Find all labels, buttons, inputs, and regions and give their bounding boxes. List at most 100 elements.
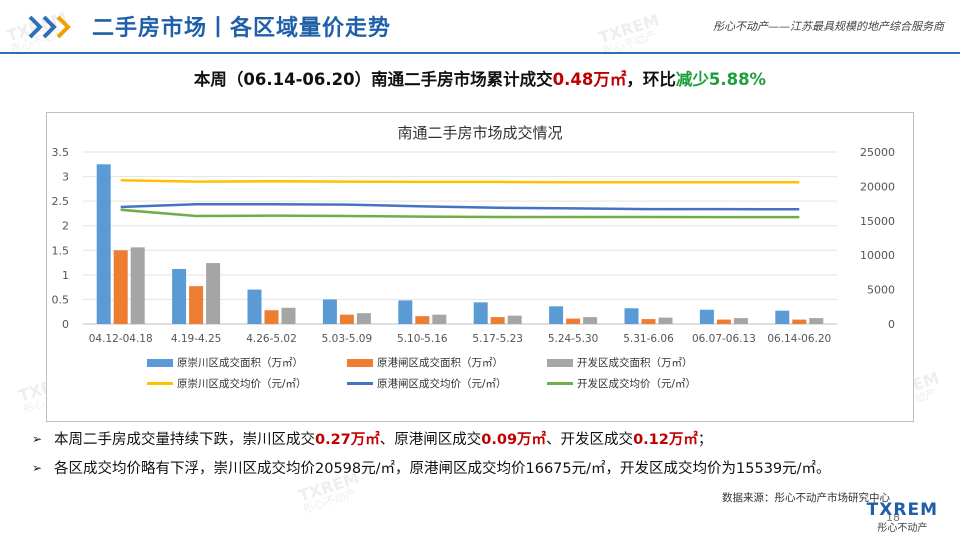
bar [809,318,824,324]
legend-swatch [547,358,573,367]
bullet-text: 、原港闸区成交 [379,432,482,448]
bar [189,286,204,324]
bar [130,247,145,324]
legend-item: 原崇川区成交均价（元/㎡） [147,376,307,391]
bullet-highlight: 0.27万㎡ [315,432,380,448]
bullet-highlight: 0.12万㎡ [633,432,698,448]
bar [473,302,488,324]
y-left-tick-label: 2.5 [52,195,70,208]
bar [716,319,731,324]
chart-title: 南通二手房市场成交情况 [397,124,563,142]
bar [699,309,714,324]
x-tick-label: 06.07-06.13 [692,333,756,345]
bar [624,308,639,324]
logo-brand: TXREM [866,500,938,520]
bar [398,300,413,324]
bullet-item: ➢ 本周二手房成交量持续下跌，崇川区成交 0.27万㎡ 、原港闸区成交 0.09万㎡ 、开… [32,428,831,449]
legend-item: 原崇川区成交面积（万㎡） [147,355,303,370]
y-left-tick-label: 3.5 [52,146,70,159]
legend-swatch [347,382,373,385]
page-title: 二手房市场丨各区域量价走势 [92,16,392,41]
legend-item: 开发区成交均价（元/㎡） [547,376,696,391]
bar [792,319,807,324]
legend-label: 原崇川区成交面积（万㎡） [177,357,303,369]
bullet-highlight: 0.09万㎡ [481,432,547,448]
bar [356,313,371,324]
legend-swatch [347,358,373,367]
x-tick-label: 04.12-04.18 [89,333,153,345]
bar [247,289,262,324]
bullet-text: 各区成交均价略有下浮，崇川区成交均价20598元/㎡，原港闸区成交均价16675… [54,461,831,477]
bar [566,318,581,324]
bar [172,268,187,324]
x-tick-label: 5.03-5.09 [322,333,373,345]
legend-label: 开发区成交均价（元/㎡） [577,378,697,390]
legend-label: 原港闸区成交均价（元/㎡） [377,378,507,390]
bar [113,250,128,324]
chevron-right-icon [28,15,71,39]
y-left-tick-label: 2 [62,220,69,233]
y-right-tick-label: 5000 [867,284,895,297]
x-tick-label: 5.31-6.06 [623,333,674,345]
y-left-tick-label: 1.5 [52,244,70,257]
bar [775,310,790,324]
arrow-bullet-icon: ➢ [32,460,43,475]
legend-label: 开发区成交面积（万㎡） [577,357,693,369]
bar [490,317,505,324]
y-right-tick-label: 10000 [860,249,895,262]
chart-plot: 0 0.5 1 1.5 2 2.5 3 3.5 0 5000 10000 15000 20000 2500… [52,146,896,345]
legend-swatch [147,382,173,385]
bar [264,310,279,324]
x-tick-label: 06.14-06.20 [767,333,831,345]
headline-value: 0.48万㎡ [552,70,627,89]
bar [549,306,564,324]
headline-change: 减少5.88% [675,70,767,89]
headline: 本周（06.14-06.20）南通二手房市场累计成交0.48万㎡，环比减少5.8… [0,66,960,90]
x-tick-label: 4.19-4.25 [171,333,222,345]
legend-item: 原港闸区成交面积（万㎡） [347,355,503,370]
headline-part1: 本周（06.14-06.20）南通二手房市场累计成交 [193,70,553,89]
bullet-text: 本周二手房成交量持续下跌，崇川区成交 [54,432,315,448]
bar [733,318,748,324]
bar [206,263,221,324]
data-source: 数据来源：彤心不动产市场研究中心 [722,492,890,504]
bar [415,316,430,324]
y-left-tick-label: 0.5 [52,293,70,306]
headline-part2: ，环比 [626,70,676,89]
y-left-tick-label: 3 [62,171,69,184]
bar [281,307,296,324]
company-logo: TXREM 彤心不动产 [866,500,938,535]
series-line [120,203,800,211]
tagline: 彤心不动产——江苏最具规模的地产综合服务商 [713,20,944,33]
bar [507,315,522,324]
bullet-text: 、开发区成交 [546,432,634,448]
bullet-text: ； [697,432,713,448]
y-right-tick-label: 15000 [860,215,895,228]
y-right-tick-label: 0 [888,318,895,331]
bar [583,317,598,324]
legend-swatch [147,358,173,367]
logo-name: 彤心不动产 [877,523,928,534]
header-divider [0,52,960,54]
legend-swatch [547,382,573,385]
x-tick-label: 5.24-5.30 [548,333,599,345]
legend-item: 原港闸区成交均价（元/㎡） [347,376,507,391]
y-right-tick-label: 20000 [860,180,895,193]
y-right-tick-label: 25000 [860,146,895,159]
legend-label: 原港闸区成交面积（万㎡） [377,357,503,369]
legend-label: 原崇川区成交均价（元/㎡） [177,378,307,390]
legend-item: 开发区成交面积（万㎡） [547,355,693,370]
bullet-item: ➢ 各区成交均价略有下浮，崇川区成交均价20598元/㎡，原港闸区成交均价1667… [32,457,831,478]
bar [339,314,354,324]
series-line [120,178,800,184]
y-left-tick-label: 1 [62,269,69,282]
bar [641,319,656,324]
chart-area: 南通二手房市场成交情况 0 0.5 1 1.5 2 2.5 3 3.5 0 5000 10000 15… [46,112,914,422]
arrow-bullet-icon: ➢ [32,431,43,446]
series-line [120,208,800,219]
bar [96,164,111,324]
bar [658,317,673,324]
y-left-tick-label: 0 [62,318,69,331]
x-tick-label: 5.10-5.16 [397,333,448,345]
bar [432,314,447,324]
